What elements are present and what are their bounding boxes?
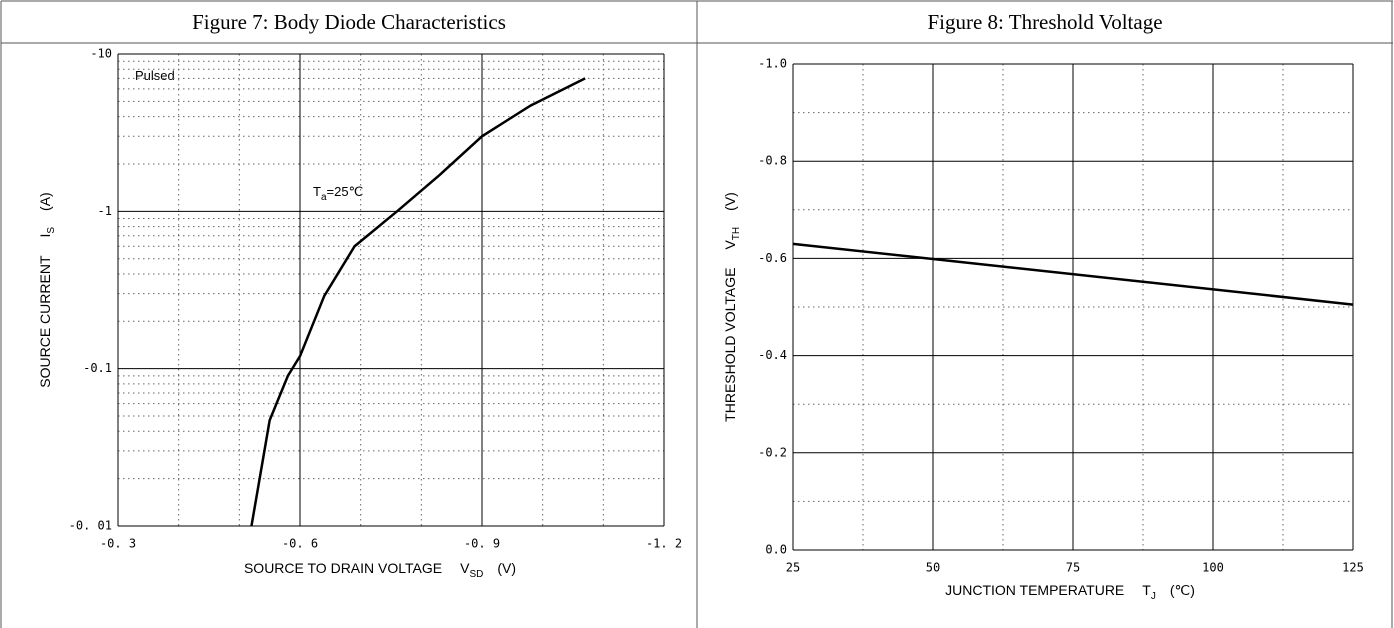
label-subscript: SD — [469, 569, 483, 580]
y-tick-label: -0.2 — [758, 445, 787, 459]
y-axis-label: THRESHOLD VOLTAGEVTH(V) — [722, 192, 742, 422]
x-tick-label: 100 — [1202, 561, 1224, 575]
x-tick-label: 50 — [926, 561, 940, 575]
y-axis-label: SOURCE CURRENTIS(A) — [37, 192, 57, 387]
label-text: SOURCE TO DRAIN VOLTAGE — [244, 560, 442, 576]
x-tick-label: -0. 6 — [282, 537, 318, 551]
y-tick-label: 0.0 — [765, 543, 787, 557]
y-tick-label: -0.6 — [758, 251, 787, 265]
label-subscript: J — [1151, 591, 1156, 602]
label-subscript: TH — [731, 227, 742, 240]
annotation-text: T — [313, 184, 321, 199]
x-tick-label: -0. 9 — [464, 537, 500, 551]
y-tick-label: -1 — [98, 204, 112, 218]
label-text: JUNCTION TEMPERATURE — [945, 582, 1124, 598]
y-tick-label: -0.1 — [83, 361, 112, 375]
label-unit: (V) — [497, 560, 516, 576]
y-tick-label: -0.8 — [758, 154, 787, 168]
data-line — [251, 78, 585, 526]
page: Figure 7: Body Diode Characteristics Fig… — [0, 0, 1394, 628]
x-tick-label: -1. 2 — [646, 537, 682, 551]
y-tick-label: -0. 01 — [69, 519, 112, 533]
chart-title: Figure 7: Body Diode Characteristics — [192, 10, 506, 34]
label-text: THRESHOLD VOLTAGE — [722, 268, 738, 422]
annotation: Ta=25℃ — [313, 184, 363, 203]
x-tick-label: 25 — [786, 561, 800, 575]
x-tick-label: 75 — [1066, 561, 1080, 575]
label-text: SOURCE CURRENT — [37, 255, 53, 388]
x-tick-label: -0. 3 — [100, 537, 136, 551]
label-unit: (℃) — [1170, 582, 1195, 598]
chart-title: Figure 8: Threshold Voltage — [927, 10, 1162, 34]
y-tick-label: -0.4 — [758, 348, 787, 362]
label-subscript: S — [46, 227, 57, 234]
annotation-text: =25℃ — [327, 184, 364, 199]
x-tick-label: 125 — [1342, 561, 1364, 575]
annotation: Pulsed — [135, 68, 175, 83]
label-unit: (A) — [37, 192, 53, 211]
y-tick-label: -1.0 — [758, 57, 787, 71]
y-tick-label: -10 — [90, 47, 112, 61]
label-unit: (V) — [722, 192, 738, 211]
